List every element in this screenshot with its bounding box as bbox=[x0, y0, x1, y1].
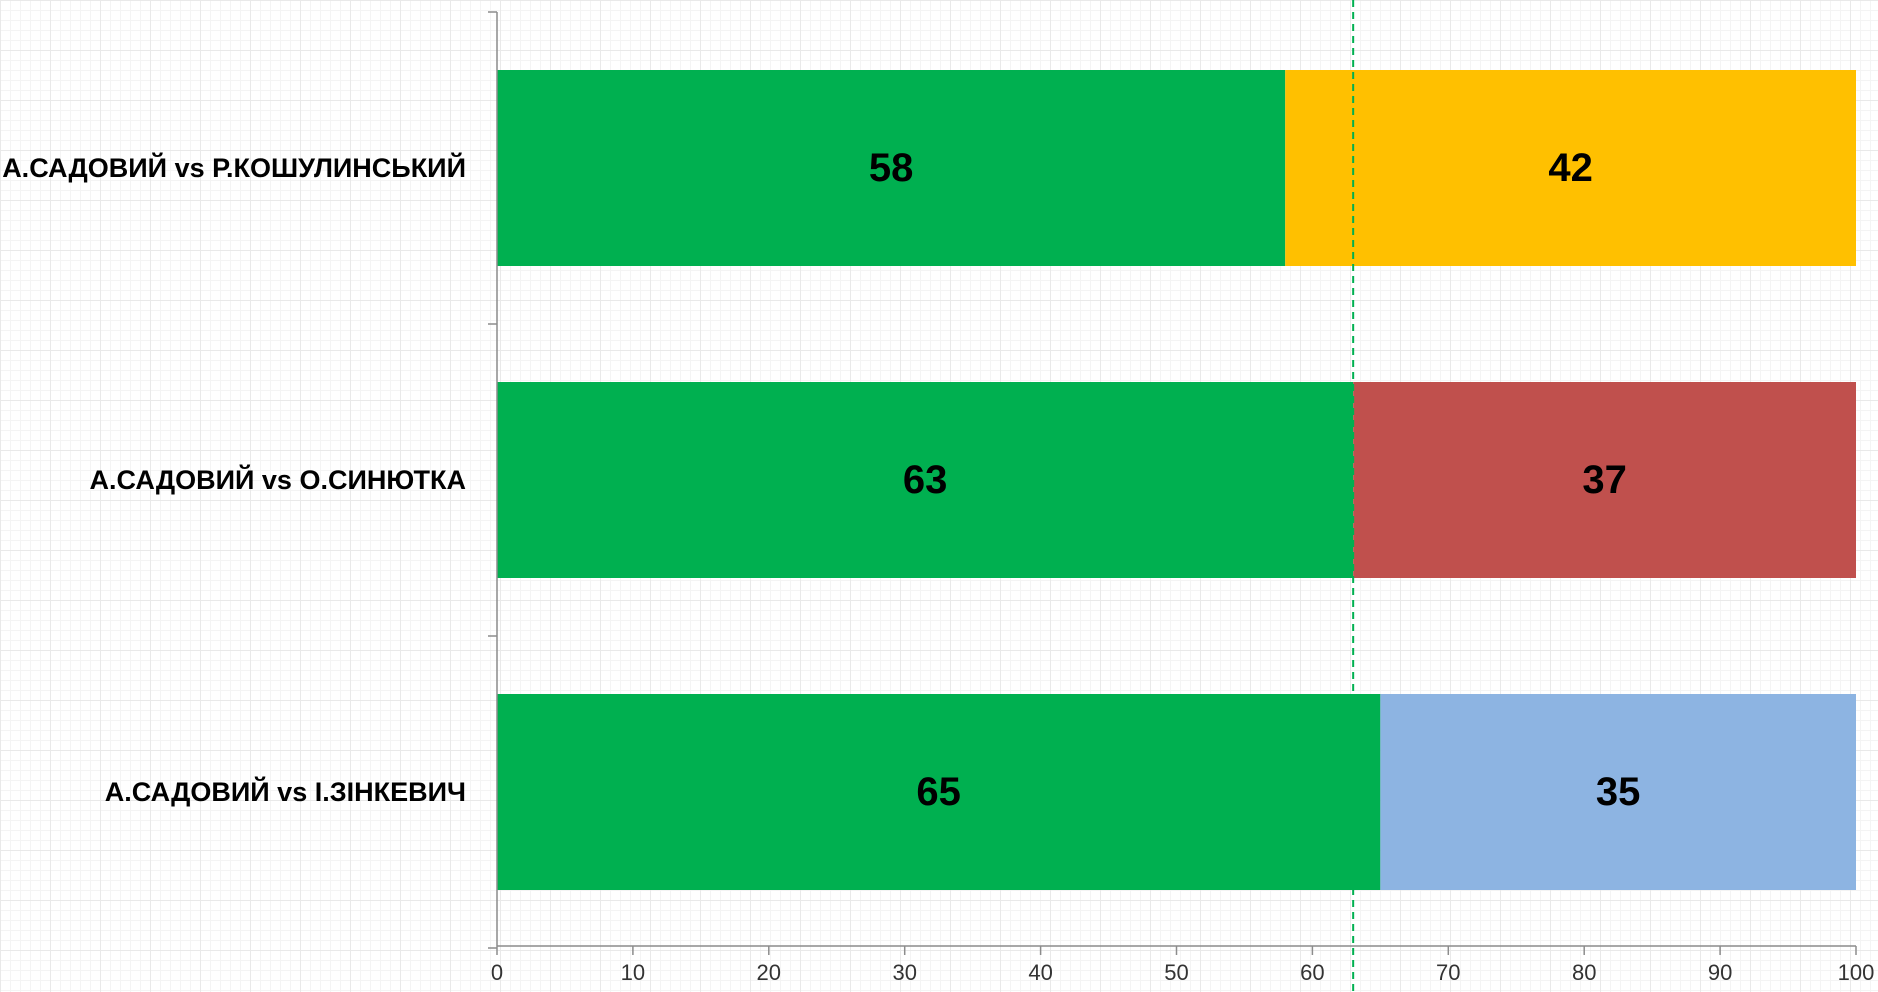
data-label: 65 bbox=[916, 770, 961, 814]
data-label: 63 bbox=[903, 458, 948, 502]
x-tick-label: 60 bbox=[1300, 960, 1324, 985]
x-tick-label: 70 bbox=[1436, 960, 1460, 985]
bar-segment bbox=[1285, 70, 1856, 266]
x-tick-label: 100 bbox=[1838, 960, 1875, 985]
x-tick-label: 80 bbox=[1572, 960, 1596, 985]
category-label: А.САДОВИЙ vs О.СИНЮТКА bbox=[90, 464, 466, 495]
data-label: 42 bbox=[1548, 146, 1593, 190]
x-tick-label: 0 bbox=[491, 960, 503, 985]
category-label: А.САДОВИЙ vs І.ЗІНКЕВИЧ bbox=[105, 776, 466, 807]
bar-segment bbox=[497, 70, 1286, 266]
x-tick-label: 50 bbox=[1164, 960, 1188, 985]
x-tick-label: 30 bbox=[892, 960, 916, 985]
bar-segment bbox=[497, 694, 1381, 890]
x-tick-label: 20 bbox=[757, 960, 781, 985]
category-label: А.САДОВИЙ vs Р.КОШУЛИНСЬКИЙ bbox=[2, 152, 466, 183]
bar-segment bbox=[1353, 382, 1856, 578]
data-label: 37 bbox=[1582, 458, 1627, 502]
data-label: 58 bbox=[869, 146, 914, 190]
bar-segment bbox=[497, 382, 1354, 578]
x-tick-label: 40 bbox=[1028, 960, 1052, 985]
bar-segment bbox=[1380, 694, 1856, 890]
data-label: 35 bbox=[1596, 770, 1641, 814]
x-tick-label: 90 bbox=[1708, 960, 1732, 985]
x-tick-label: 10 bbox=[621, 960, 645, 985]
